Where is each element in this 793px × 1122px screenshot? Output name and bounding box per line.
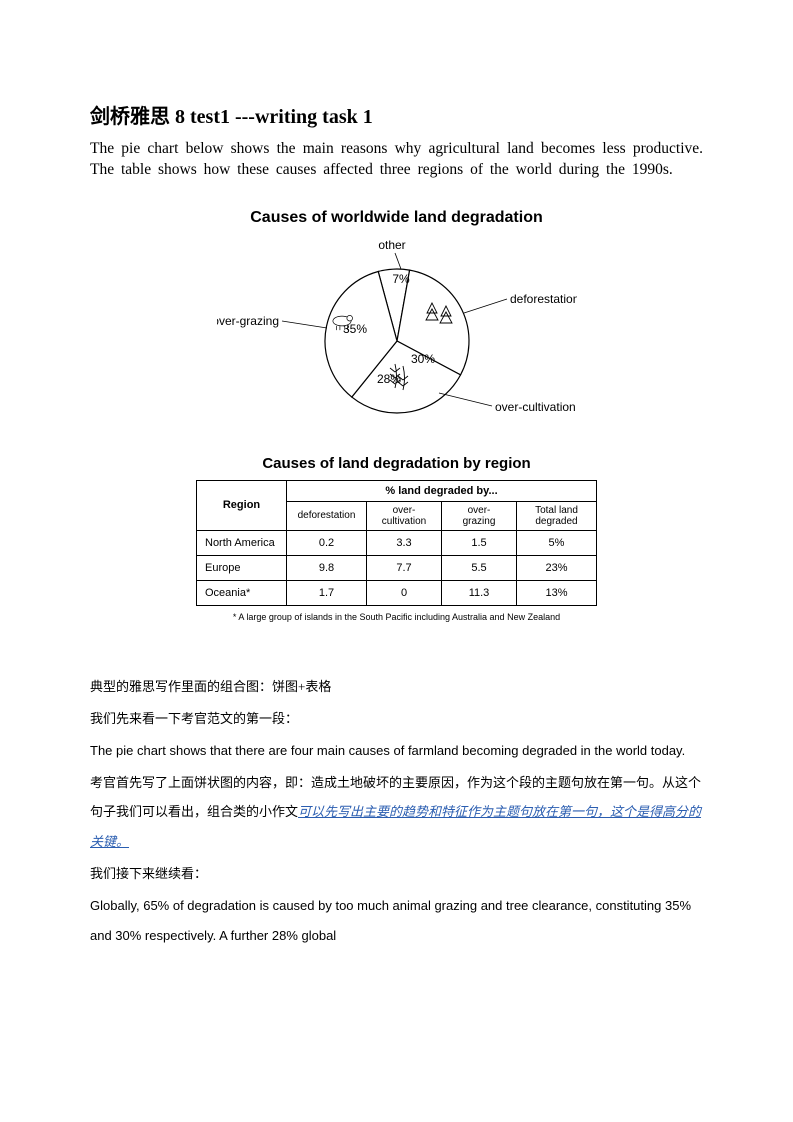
pie-pct-other: 7% [392,272,410,286]
para-5: 我们接下来继续看： [90,859,703,889]
data-cell: 5% [517,530,597,555]
data-cell: 3.3 [367,530,442,555]
table-footnote: * A large group of islands in the South … [90,612,703,622]
pie-pct-overcultivation: 28% [376,372,400,386]
pie-pct-deforestation: 30% [410,352,434,366]
subheader-cell: Total landdegraded [517,501,597,530]
subheader-cell: deforestation [287,501,367,530]
data-cell: 5.5 [442,555,517,580]
data-cell: 0 [367,580,442,605]
degradation-table: Region % land degraded by... deforestati… [196,480,597,606]
region-cell: Oceania* [197,580,287,605]
table-title: Causes of land degradation by region [90,455,703,472]
data-cell: 1.7 [287,580,367,605]
page-title: 剑桥雅思 8 test1 ---writing task 1 [90,100,703,129]
data-cell: 9.8 [287,555,367,580]
pie-label-overcultivation: over-cultivation [495,400,576,414]
region-cell: North America [197,530,287,555]
task-intro: The pie chart below shows the main reaso… [90,139,703,181]
data-cell: 0.2 [287,530,367,555]
pie-label-deforestation: deforestation [510,292,577,306]
para-1: 典型的雅思写作里面的组合图：饼图+表格 [90,672,703,702]
data-cell: 23% [517,555,597,580]
pie-label-other: other [378,238,405,252]
th-merge: % land degraded by... [287,480,597,501]
th-region: Region [197,480,287,530]
pie-chart: other deforestation over-cultivation ove… [90,233,703,433]
data-cell: 11.3 [442,580,517,605]
pie-svg: other deforestation over-cultivation ove… [217,233,577,433]
data-cell: 1.5 [442,530,517,555]
pie-chart-title: Causes of worldwide land degradation [90,209,703,227]
data-cell: 7.7 [367,555,442,580]
region-cell: Europe [197,555,287,580]
data-cell: 13% [517,580,597,605]
subheader-cell: over-grazing [442,501,517,530]
para-4: 考官首先写了上面饼状图的内容，即：造成土地破坏的主要原因，作为这个段的主题句放在… [90,768,703,858]
subheader-cell: over-cultivation [367,501,442,530]
para-6: Globally, 65% of degradation is caused b… [90,891,703,951]
para-3: The pie chart shows that there are four … [90,736,703,766]
para-2: 我们先来看一下考官范文的第一段： [90,704,703,734]
pie-label-overgrazing: over-grazing [217,314,279,328]
